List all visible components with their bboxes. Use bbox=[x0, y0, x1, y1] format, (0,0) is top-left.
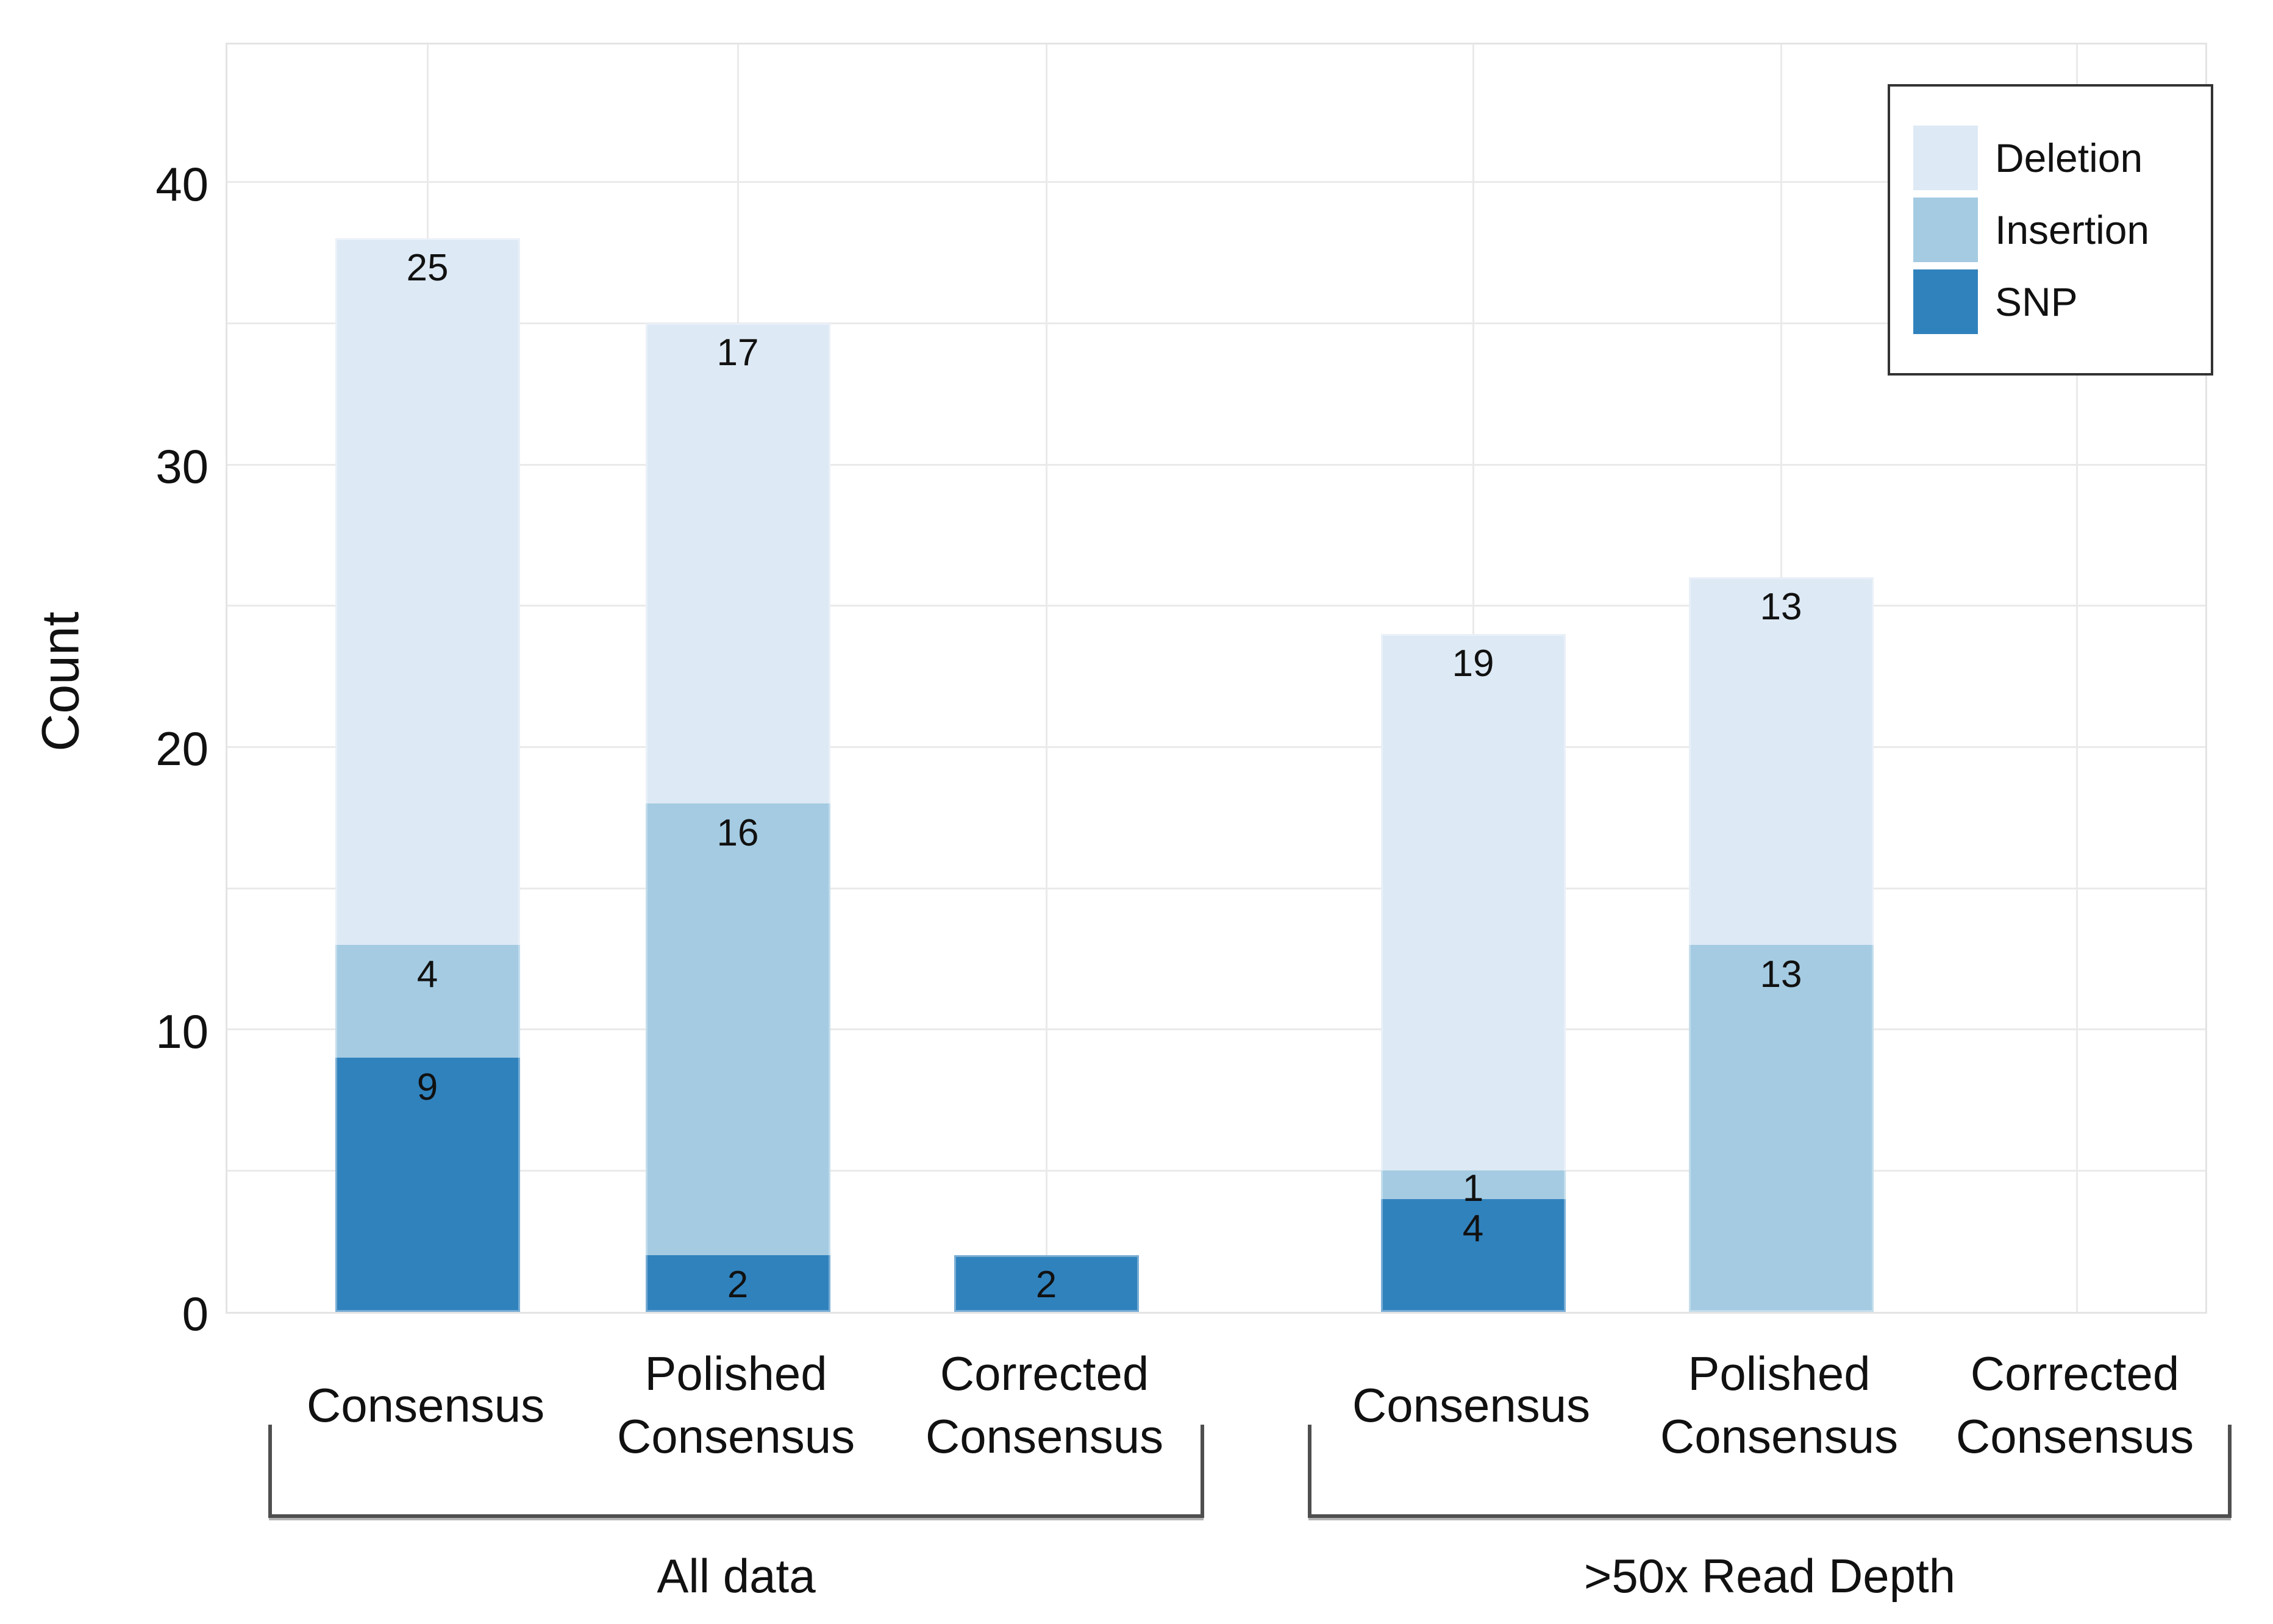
gridline-horizontal bbox=[227, 746, 2205, 748]
y-tick-label: 10 bbox=[155, 1004, 209, 1058]
stacked-bar bbox=[1688, 577, 1874, 1312]
bar-segment-deletion bbox=[645, 323, 830, 803]
bar-segment-deletion bbox=[1380, 634, 1566, 1171]
gridline-horizontal bbox=[227, 463, 2205, 466]
stacked-bar bbox=[1380, 634, 1566, 1312]
gridline-horizontal bbox=[227, 887, 2205, 889]
group-label: All data bbox=[657, 1548, 816, 1603]
stacked-bar bbox=[954, 1255, 1139, 1312]
gridline-horizontal bbox=[227, 181, 2205, 183]
segment-value-label: 13 bbox=[1760, 953, 1802, 995]
y-tick-label: 40 bbox=[155, 157, 209, 211]
y-tick-label: 0 bbox=[182, 1287, 209, 1341]
category-label: Consensus bbox=[176, 1341, 676, 1469]
gridline-horizontal bbox=[227, 1169, 2205, 1172]
bar-segment-snp bbox=[954, 1255, 1139, 1312]
legend-entry-insertion: Insertion bbox=[1913, 198, 2193, 262]
bar-segment-snp bbox=[1380, 1198, 1566, 1312]
segment-value-label: 4 bbox=[1462, 1207, 1484, 1250]
legend-entry-deletion: Deletion bbox=[1913, 126, 2193, 190]
segment-value-label: 2 bbox=[727, 1264, 749, 1306]
category-label-line: Corrected bbox=[940, 1347, 1149, 1401]
segment-value-label: 19 bbox=[1452, 643, 1494, 685]
bar-segment-insertion bbox=[1380, 1170, 1566, 1199]
y-tick-label: 30 bbox=[155, 440, 209, 493]
bar-segment-deletion bbox=[335, 238, 520, 945]
category-label: Corrected Consensus bbox=[794, 1341, 1294, 1469]
gridline-vertical bbox=[2075, 45, 2078, 1312]
legend: Deletion Insertion SNP bbox=[1888, 84, 2213, 376]
segment-value-label: 16 bbox=[716, 812, 759, 854]
category-label: Polished Consensus bbox=[1529, 1341, 2029, 1469]
category-label-line: Consensus bbox=[306, 1378, 545, 1432]
bar-segment-insertion bbox=[335, 944, 520, 1058]
gridline-horizontal bbox=[227, 1028, 2205, 1031]
legend-swatch-insertion-icon bbox=[1913, 198, 1978, 262]
gridline-horizontal bbox=[227, 322, 2205, 324]
legend-swatch-deletion-icon bbox=[1913, 126, 1978, 190]
legend-swatch-snp-icon bbox=[1913, 269, 1978, 334]
group-bracket bbox=[1308, 1425, 2232, 1518]
legend-label: Deletion bbox=[1995, 135, 2143, 180]
bar-segment-insertion bbox=[645, 803, 830, 1256]
segment-value-label: 2 bbox=[1035, 1264, 1057, 1306]
bar-segment-deletion bbox=[1688, 577, 1874, 945]
category-label: Consensus bbox=[1221, 1341, 1721, 1469]
segment-value-label: 25 bbox=[406, 247, 449, 290]
category-label-line: Polished bbox=[1688, 1347, 1871, 1401]
legend-entry-snp: SNP bbox=[1913, 269, 2193, 334]
segment-value-label: 17 bbox=[716, 332, 759, 374]
category-label-line: Consensus bbox=[1352, 1378, 1591, 1432]
group-bracket bbox=[268, 1425, 1204, 1518]
segment-value-label: 1 bbox=[1462, 1167, 1484, 1209]
bar-segment-insertion bbox=[1688, 944, 1874, 1312]
category-label-line: Polished bbox=[644, 1347, 827, 1401]
bar-segment-snp bbox=[645, 1255, 830, 1312]
legend-label: Insertion bbox=[1995, 207, 2150, 252]
category-label-line: Corrected bbox=[1970, 1347, 2180, 1401]
segment-value-label: 9 bbox=[416, 1066, 438, 1108]
gridline-vertical bbox=[1045, 45, 1047, 1312]
bar-segment-snp bbox=[335, 1058, 520, 1312]
gridline-horizontal bbox=[227, 605, 2205, 607]
category-label: Corrected Consensus bbox=[1825, 1341, 2273, 1469]
plot-area: 9 4 25 2 16 17 2 4 1 19 13 13 bbox=[226, 43, 2207, 1314]
stacked-bar bbox=[645, 323, 830, 1312]
legend-label: SNP bbox=[1995, 279, 2078, 324]
y-tick-label: 20 bbox=[155, 722, 209, 776]
group-label: >50x Read Depth bbox=[1583, 1548, 1956, 1603]
category-label-line: Consensus bbox=[1660, 1409, 1899, 1463]
segment-value-label: 13 bbox=[1760, 586, 1802, 629]
segment-value-label: 4 bbox=[416, 953, 438, 995]
stacked-bar bbox=[335, 238, 520, 1312]
category-label-line: Consensus bbox=[616, 1409, 855, 1463]
category-label: Polished Consensus bbox=[486, 1341, 986, 1469]
category-label-line: Consensus bbox=[925, 1409, 1164, 1463]
category-label-line: Consensus bbox=[1955, 1409, 2194, 1463]
